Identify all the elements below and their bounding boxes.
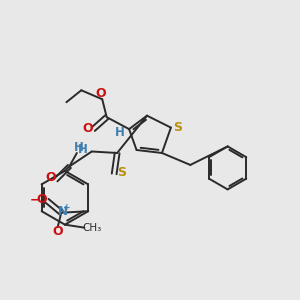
Text: N: N [58,205,68,218]
Text: O: O [82,122,93,135]
Text: O: O [52,225,63,238]
Text: CH₃: CH₃ [82,223,102,232]
Text: +: + [63,203,70,212]
Text: O: O [45,171,56,184]
Text: H: H [78,142,88,156]
Text: S: S [117,166,126,179]
Text: H: H [74,141,83,154]
Text: O: O [36,193,47,206]
Text: H: H [115,126,125,139]
Text: −: − [30,194,40,206]
Text: O: O [95,87,106,101]
Text: S: S [173,121,182,134]
